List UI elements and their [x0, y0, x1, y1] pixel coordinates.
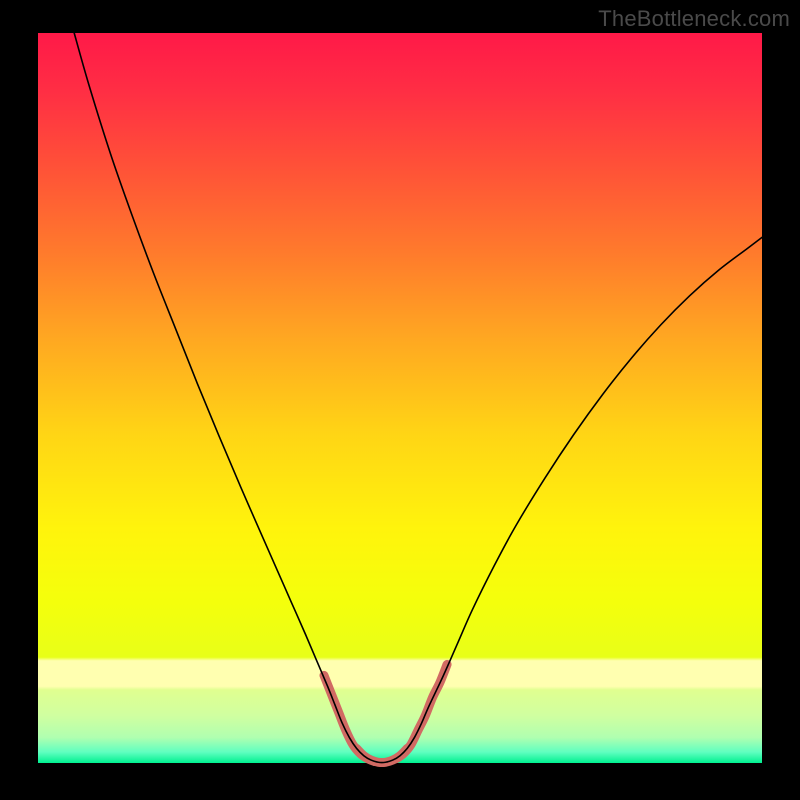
chart-container: TheBottleneck.com: [0, 0, 800, 800]
watermark-text: TheBottleneck.com: [598, 6, 790, 32]
bottleneck-chart: [0, 0, 800, 800]
